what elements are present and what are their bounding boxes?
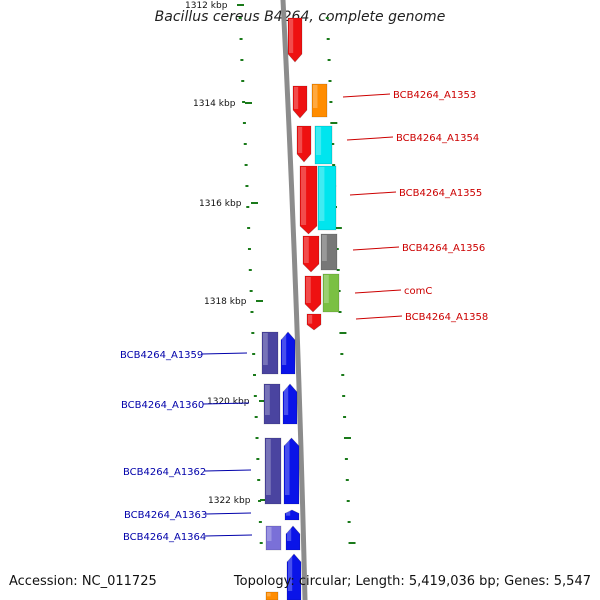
gene-arrow-gray-shade (322, 235, 327, 261)
gene-arrow-blue-shade (284, 385, 289, 415)
topology-text: Topology: circular; Length: 5,419,036 bp… (233, 574, 591, 589)
gene-label-left: BCB4264_A1362 (123, 467, 206, 478)
kbp-scale-label: 1312 kbp (185, 1, 228, 11)
gene-arrow-slate-shade (263, 333, 268, 365)
gene-label-right: BCB4264_A1354 (396, 133, 479, 144)
gene-arrow-red-shade (301, 167, 307, 225)
gene-label-left: BCB4264_A1364 (123, 532, 206, 543)
gene-arrow-red-shade (289, 19, 294, 53)
kbp-scale-label: 1318 kbp (204, 297, 247, 307)
gene-leader-line (342, 93, 391, 98)
gene-label-right: BCB4264_A1353 (393, 90, 476, 101)
gene-arrow-red (287, 17, 303, 63)
gene-arrow-cyan (314, 125, 333, 165)
gene-label-right: BCB4264_A1355 (399, 188, 482, 199)
gene-arrow-blue-shade (285, 439, 290, 495)
gene-label-left: BCB4264_A1360 (121, 400, 204, 411)
gene-arrow-blue-shade (287, 527, 292, 541)
kbp-scale-label: 1316 kbp (199, 199, 242, 209)
gene-arrow-blue (282, 383, 298, 425)
gene-arrow-slate (261, 331, 279, 375)
gene-label-right: BCB4264_A1358 (405, 312, 488, 323)
gene-arrow-red (306, 313, 322, 331)
kbp-scale-label: 1320 kbp (207, 397, 250, 407)
gene-arrow-green (322, 273, 340, 313)
gene-arrow-blue (286, 553, 302, 600)
gene-arrow-lavender-shade (267, 527, 272, 541)
gene-arrow-orange-shade (313, 85, 318, 108)
gene-arrow-lavender (265, 525, 282, 551)
gene-leader-line (355, 315, 403, 320)
gene-label-left: BCB4264_A1359 (120, 350, 203, 361)
gene-arrow-slate-shade (265, 385, 270, 415)
gene-leader-line (346, 136, 394, 141)
gene-arrow-cyan (317, 165, 337, 231)
gene-arrow-blue (283, 437, 300, 505)
gene-arrow-orange (265, 591, 279, 600)
gene-arrow-red-shade (306, 277, 311, 303)
gene-arrow-blue-shade (282, 333, 287, 365)
gene-arrow-blue (284, 509, 300, 521)
gene-arrow-red (296, 125, 312, 163)
gene-label-right: comC (404, 286, 432, 297)
gene-arrow-slate (264, 437, 282, 505)
gene-arrow-red (304, 275, 322, 313)
gene-leader-line (204, 534, 253, 537)
gene-arrow-blue-shade (288, 555, 293, 591)
genome-backbone (280, 0, 308, 600)
gene-arrow-blue (285, 525, 301, 551)
gene-arrow-red-shade (294, 87, 299, 109)
gene-label-right: BCB4264_A1356 (402, 243, 485, 254)
kbp-scale-label: 1322 kbp (208, 496, 251, 506)
gene-arrow-green-shade (324, 275, 329, 303)
gene-arrow-gray (320, 233, 338, 271)
gene-arrow-red-shade (298, 127, 303, 153)
kbp-scale-label: 1314 kbp (193, 99, 236, 109)
gene-arrow-red-shade (308, 315, 313, 324)
gene-arrow-red (302, 235, 320, 273)
gene-arrow-slate (263, 383, 281, 425)
gene-arrow-cyan-shade (319, 167, 325, 221)
gene-leader-line (204, 469, 252, 472)
gene-leader-line (349, 191, 397, 196)
gene-leader-line (202, 402, 250, 405)
accession-text: Accession: NC_011725 (9, 574, 157, 589)
gene-label-left: BCB4264_A1363 (124, 510, 207, 521)
gene-arrow-blue (280, 331, 296, 375)
gene-leader-line (201, 352, 248, 355)
gene-leader-line (354, 289, 402, 294)
gene-leader-line (352, 246, 400, 251)
genome-title: Bacillus cereus B4264, complete genome (154, 9, 446, 25)
gene-arrow-orange-shade (267, 593, 271, 597)
gene-leader-line (205, 512, 252, 515)
gene-arrow-red-shade (304, 237, 309, 263)
gene-arrow-orange (311, 83, 328, 118)
gene-arrow-blue-shade (286, 511, 291, 516)
gene-arrow-slate-shade (266, 439, 271, 495)
gene-arrow-red (292, 85, 308, 119)
gene-arrow-cyan-shade (316, 127, 322, 155)
gene-arrow-red (299, 165, 318, 235)
